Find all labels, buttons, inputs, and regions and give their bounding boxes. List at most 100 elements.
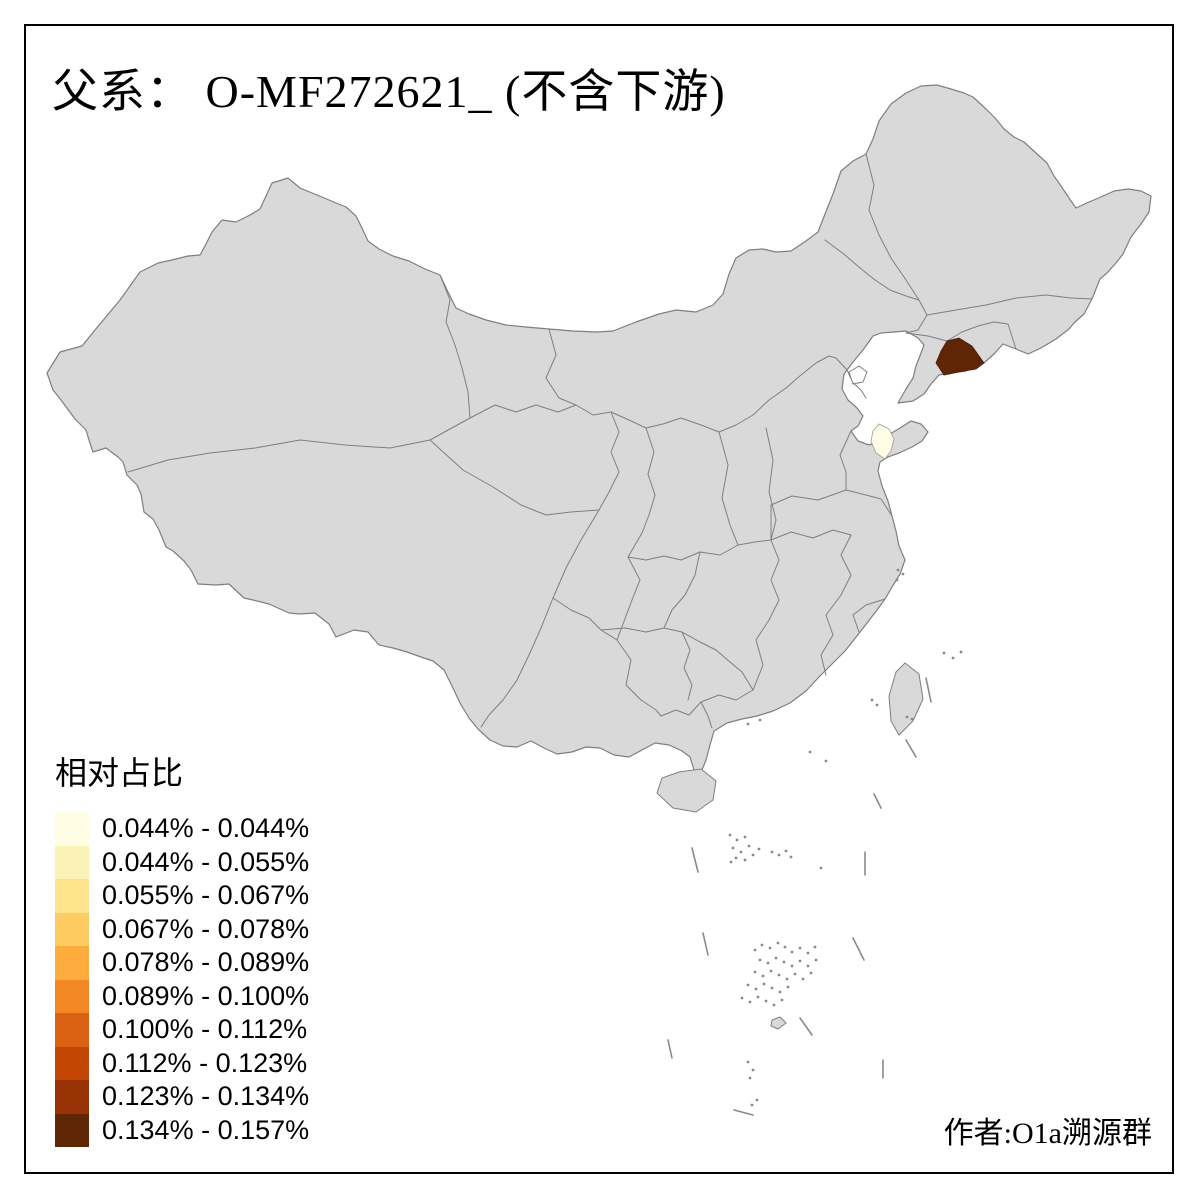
legend: 相对占比 0.044% - 0.044% 0.044% - 0.055% 0.0…	[55, 748, 309, 1147]
legend-swatch	[55, 1013, 89, 1047]
islet-dot	[901, 572, 905, 576]
islet-dot	[783, 945, 787, 949]
legend-label: 0.123% - 0.134%	[102, 1081, 310, 1112]
legend-row: 0.112% - 0.123%	[55, 1046, 309, 1080]
islet-dot	[776, 941, 780, 945]
legend-swatch	[55, 1113, 89, 1147]
islet-dot	[751, 853, 755, 857]
islet-dot	[870, 698, 874, 702]
islet-dot	[739, 850, 743, 854]
islet-dot	[762, 982, 766, 986]
islet-dot	[757, 847, 761, 851]
legend-swatch	[55, 912, 89, 946]
islet-dot	[772, 1003, 776, 1007]
legend-row: 0.067% - 0.078%	[55, 912, 310, 946]
islet-dot	[809, 971, 813, 975]
islet-dot	[746, 1060, 750, 1064]
islet-dot	[808, 750, 812, 754]
region-highlight-dandong	[935, 337, 985, 376]
islet-dot	[740, 996, 744, 1000]
islet-dot	[770, 850, 774, 854]
legend-row: 0.134% - 0.157%	[55, 1113, 310, 1147]
islet-dot	[731, 846, 735, 850]
page-title: 父系： O-MF272621_ (不含下游)	[52, 66, 726, 117]
legend-label: 0.134% - 0.157%	[102, 1114, 310, 1145]
islet-dot	[875, 703, 879, 707]
islet-dot	[806, 951, 810, 955]
legend-label: 0.044% - 0.044%	[102, 813, 310, 844]
islet-dot	[959, 650, 963, 654]
legend-label: 0.067% - 0.078%	[102, 913, 310, 944]
islet-dot	[747, 844, 751, 848]
region-highlight-shandong	[870, 423, 895, 460]
legend-swatch	[55, 1046, 89, 1080]
islet-dot	[813, 945, 817, 949]
legend-swatch	[55, 845, 89, 879]
legend-swatch	[55, 879, 89, 913]
islet-dot	[778, 990, 782, 994]
author-credit: 作者:O1a溯源群	[943, 1117, 1152, 1150]
islet-dot	[728, 833, 732, 837]
islet-dot	[766, 961, 770, 965]
legend-row: 0.123% - 0.134%	[55, 1080, 309, 1114]
islet-dot	[895, 578, 899, 582]
islet-dot	[780, 998, 784, 1002]
islet-dot	[758, 958, 762, 962]
legend-swatch	[55, 946, 89, 980]
islet-dot	[798, 959, 802, 963]
islet-dot	[753, 970, 757, 974]
islet-dot	[748, 1076, 752, 1080]
islet-dot	[790, 950, 794, 954]
islet-dot	[769, 969, 773, 973]
small-island	[770, 1016, 787, 1030]
islet-dot	[770, 986, 774, 990]
legend-row: 0.044% - 0.044%	[55, 812, 309, 846]
islet-dot	[746, 983, 750, 987]
islet-dot	[942, 651, 946, 655]
islet-dot	[786, 985, 790, 989]
islet-dot	[798, 946, 802, 950]
legend-row: 0.055% - 0.067%	[55, 879, 309, 913]
legend-label: 0.078% - 0.089%	[102, 947, 310, 978]
islet-dot	[896, 568, 900, 572]
taiwan-island	[888, 662, 924, 736]
legend-swatch	[55, 812, 89, 846]
islet-dot	[750, 1103, 754, 1107]
plot-frame	[24, 24, 1174, 1174]
islet-dot	[774, 956, 778, 960]
legend-row: 0.078% - 0.089%	[55, 946, 309, 980]
islet-dot	[801, 977, 805, 981]
nine-dash-line	[667, 677, 932, 1116]
islet-dot	[743, 835, 747, 839]
islet-dot	[729, 860, 733, 864]
legend-label: 0.089% - 0.100%	[102, 980, 310, 1011]
islet-dot	[814, 958, 818, 962]
islet-dot	[768, 946, 772, 950]
legend-label: 0.044% - 0.055%	[102, 846, 310, 877]
islet-dot	[751, 1068, 755, 1072]
islet-dot	[910, 717, 914, 721]
islet-dot	[754, 987, 758, 991]
legend-label: 0.100% - 0.112%	[102, 1014, 308, 1045]
legend-swatch	[55, 1080, 89, 1114]
islet-dot	[789, 855, 793, 859]
legend-label: 0.112% - 0.123%	[102, 1047, 308, 1078]
islet-dot	[777, 973, 781, 977]
islet-dot	[758, 718, 762, 722]
legend-row: 0.089% - 0.100%	[55, 979, 310, 1013]
province-borders	[127, 153, 1093, 729]
islet-dot	[951, 656, 955, 660]
legend-title: 相对占比	[55, 755, 184, 791]
hainan-island	[656, 768, 717, 813]
islet-dot	[824, 759, 828, 763]
legend-swatch	[55, 979, 89, 1013]
islet-dot	[753, 948, 757, 952]
islet-dot	[734, 856, 738, 860]
islet-dot	[784, 849, 788, 853]
islet-dot	[777, 853, 781, 857]
islet-dot	[735, 838, 739, 842]
legend-label: 0.055% - 0.067%	[102, 880, 310, 911]
legend-row: 0.044% - 0.055%	[55, 845, 310, 879]
islet-dot	[819, 866, 823, 870]
